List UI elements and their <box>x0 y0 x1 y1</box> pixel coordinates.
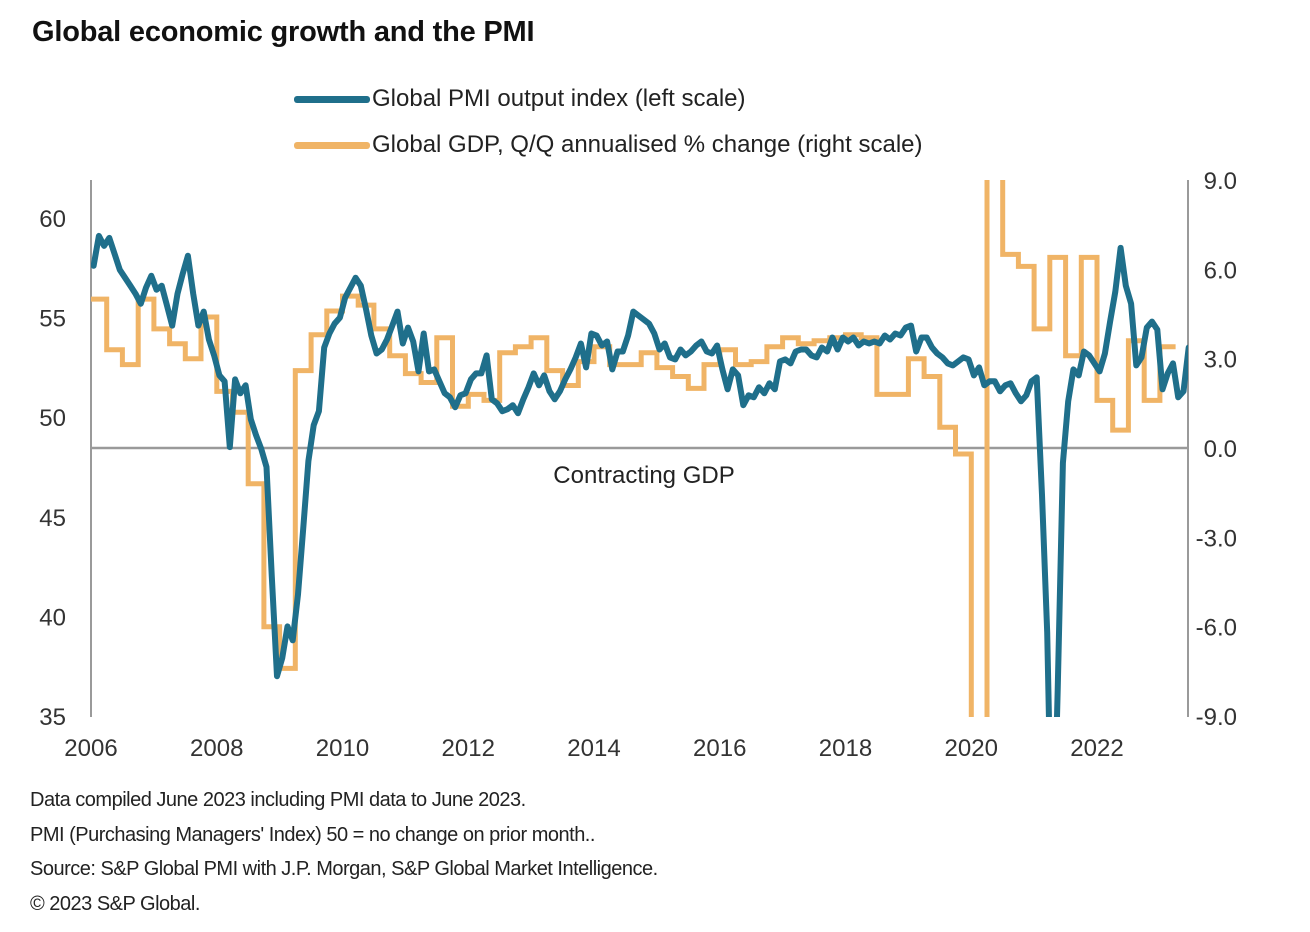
chart-legend: Global PMI output index (left scale) Glo… <box>294 76 923 168</box>
right-tick-label: 3.0 <box>1204 347 1237 374</box>
left-tick-label: 55 <box>39 306 66 333</box>
left-tick-label: 35 <box>39 704 66 731</box>
legend-swatch-pmi <box>294 95 370 103</box>
reference-line-label: Contracting GDP <box>553 462 734 489</box>
legend-label-pmi: Global PMI output index (left scale) <box>372 85 746 112</box>
left-tick-label: 60 <box>39 206 66 233</box>
chart-title: Global economic growth and the PMI <box>32 16 535 48</box>
x-tick-label: 2012 <box>442 735 495 762</box>
legend-label-gdp: Global GDP, Q/Q annualised % change (rig… <box>372 131 923 158</box>
right-tick-label: 0.0 <box>1204 436 1237 463</box>
legend-item-gdp: Global GDP, Q/Q annualised % change (rig… <box>294 122 923 168</box>
note-source: Source: S&P Global PMI with J.P. Morgan,… <box>30 858 658 880</box>
right-tick-label: 9.0 <box>1204 168 1237 195</box>
right-tick-label: -9.0 <box>1196 704 1237 731</box>
left-tick-label: 50 <box>39 405 66 432</box>
x-tick-label: 2006 <box>64 735 117 762</box>
left-tick-label: 40 <box>39 604 66 631</box>
right-tick-label: 6.0 <box>1204 257 1237 284</box>
x-tick-label: 2010 <box>316 735 369 762</box>
note-copyright: © 2023 S&P Global. <box>30 892 200 915</box>
x-tick-label: 2018 <box>819 735 872 762</box>
right-tick-label: -6.0 <box>1196 615 1237 642</box>
pmi-series-line <box>91 232 1188 717</box>
left-tick-label: 45 <box>39 505 66 532</box>
chart-plot: Contracting GDP 60 55 50 45 40 35 9.0 6.0 3.0 0.0 -… <box>39 168 1237 762</box>
chart-notes: Data compiled June 2023 including PMI da… <box>30 783 658 921</box>
note-data-compiled: Data compiled June 2023 including PMI da… <box>30 789 526 811</box>
x-tick-label: 2020 <box>945 735 998 762</box>
note-pmi-definition: PMI (Purchasing Managers' Index) 50 = no… <box>30 823 595 846</box>
legend-item-pmi: Global PMI output index (left scale) <box>294 76 923 122</box>
x-tick-label: 2008 <box>190 735 243 762</box>
legend-swatch-gdp <box>294 141 370 149</box>
x-tick-label: 2022 <box>1070 735 1123 762</box>
right-tick-label: -3.0 <box>1196 525 1237 552</box>
x-tick-label: 2014 <box>567 735 620 762</box>
x-tick-label: 2016 <box>693 735 746 762</box>
